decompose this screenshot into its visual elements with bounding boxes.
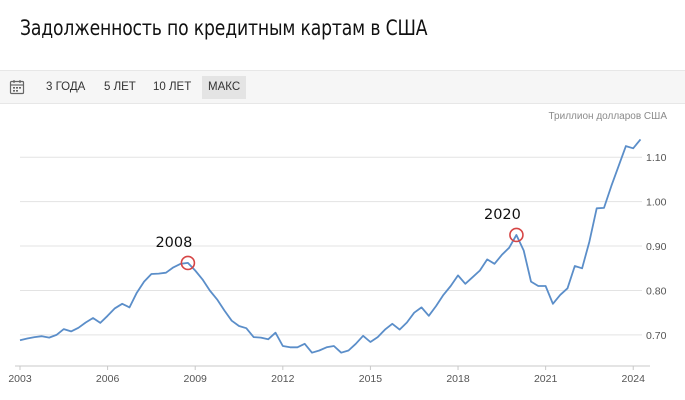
unit-label: Триллион долларов США — [548, 111, 668, 122]
range-3y-button[interactable]: 3 ГОДА — [46, 81, 86, 93]
x-axis: 2003 2006 2009 2012 2015 2018 2021 2024 — [8, 365, 650, 385]
y-tick-label: 0.80 — [646, 285, 667, 297]
x-tick-label: 2012 — [271, 373, 295, 385]
x-tick-label: 2006 — [96, 373, 120, 385]
x-tick-label: 2009 — [184, 373, 208, 385]
grid-layer — [20, 156, 642, 336]
x-tick-label: 2015 — [359, 373, 383, 385]
annotation-marker — [180, 255, 196, 271]
x-tick-label: 2018 — [446, 373, 470, 385]
range-toolbar: 3 ГОДА 5 ЛЕТ 10 ЛЕТ МАКС — [0, 70, 685, 104]
y-tick-label: 0.90 — [646, 241, 667, 253]
series-layer — [19, 138, 642, 354]
x-tick-label: 2003 — [8, 373, 32, 385]
calendar-icon[interactable] — [9, 79, 25, 95]
page-title: Задолженность по кредитным картам в США — [20, 16, 428, 40]
series-line-0 — [19, 138, 642, 354]
y-tick-label: 1.10 — [646, 152, 667, 164]
annotation-marker — [509, 227, 524, 243]
y-tick-label: 1.00 — [646, 197, 667, 209]
y-axis: 0.70 0.80 0.90 1.00 1.10 — [646, 152, 667, 342]
range-5y-button[interactable]: 5 ЛЕТ — [104, 81, 136, 93]
range-max-button[interactable]: МАКС — [202, 76, 247, 99]
range-10y-button[interactable]: 10 ЛЕТ — [153, 81, 192, 93]
annotation-label: 2020 — [484, 207, 521, 223]
x-tick-label: 2024 — [622, 373, 646, 385]
annotation-label: 2008 — [155, 235, 192, 251]
y-tick-label: 0.70 — [646, 330, 667, 342]
x-tick-label: 2021 — [534, 373, 558, 385]
annotation-layer: 2008 2020 — [155, 207, 524, 271]
